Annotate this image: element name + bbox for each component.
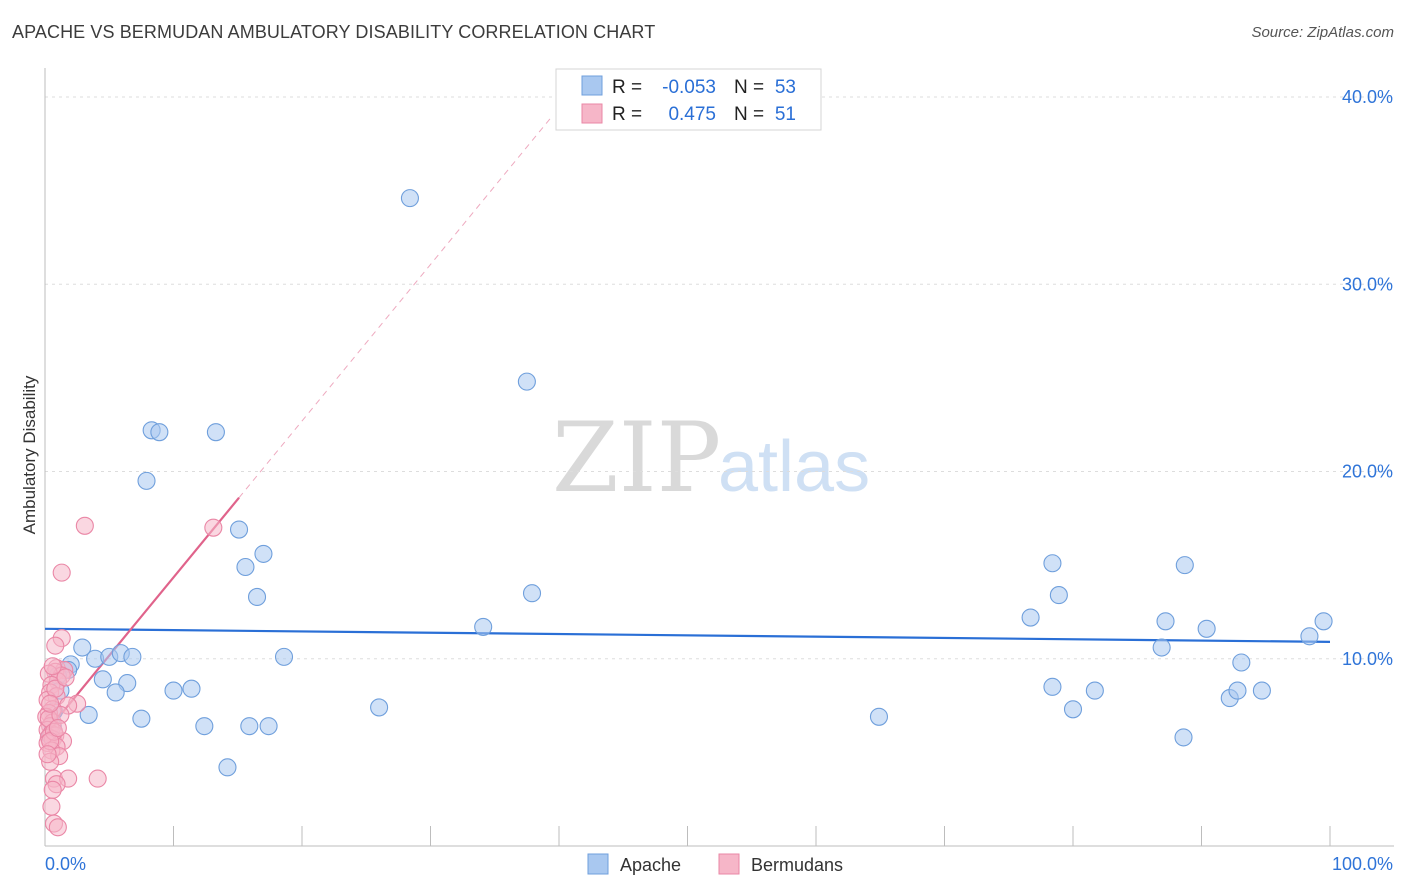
bermudans-n-label: N = bbox=[734, 104, 764, 125]
apache-point bbox=[259, 717, 278, 736]
apache-n-label: N = bbox=[734, 77, 764, 98]
apache-point bbox=[1197, 619, 1216, 638]
apache-point bbox=[240, 717, 259, 736]
apache-point bbox=[1043, 554, 1062, 573]
apache-point bbox=[1175, 556, 1194, 575]
apache-point bbox=[1174, 728, 1193, 747]
y-tick-label: 10.0% bbox=[1342, 649, 1393, 669]
bermudans-point bbox=[46, 636, 65, 655]
apache-point bbox=[79, 705, 98, 724]
x-tick-label: 0.0% bbox=[45, 854, 86, 874]
apache-point bbox=[137, 471, 156, 490]
legend-apache-label: Apache bbox=[620, 855, 681, 875]
apache-point bbox=[123, 647, 142, 666]
apache-point bbox=[274, 647, 294, 666]
apache-point bbox=[150, 423, 169, 442]
bermudans-point bbox=[75, 516, 94, 535]
apache-point bbox=[247, 587, 267, 607]
y-tick-label: 40.0% bbox=[1342, 87, 1393, 107]
apache-point bbox=[1049, 586, 1068, 605]
apache-point bbox=[1252, 681, 1271, 700]
bermudans-n-value: 51 bbox=[775, 104, 796, 125]
legend-apache-swatch bbox=[587, 853, 609, 875]
bermudans-point bbox=[52, 563, 71, 582]
apache-point bbox=[517, 372, 536, 391]
watermark-zip: ZIP bbox=[552, 402, 721, 514]
y-axis-label: Ambulatory Disability bbox=[20, 375, 39, 534]
apache-n-value: 53 bbox=[775, 77, 796, 98]
bermudans-point bbox=[88, 769, 107, 788]
apache-r-label: R = bbox=[612, 77, 642, 98]
bermudans-r-label: R = bbox=[612, 104, 642, 125]
trend-lines bbox=[44, 115, 1331, 735]
apache-point bbox=[1152, 638, 1171, 657]
bermudans-point bbox=[41, 694, 60, 713]
x-tick-label: 100.0% bbox=[1332, 854, 1393, 874]
apache-point bbox=[400, 189, 419, 208]
apache-point bbox=[1021, 608, 1040, 627]
apache-trend-line bbox=[44, 627, 1331, 643]
apache-point bbox=[182, 679, 201, 698]
apache-point bbox=[1228, 681, 1247, 700]
source-attribution: Source: ZipAtlas.com bbox=[1251, 24, 1394, 41]
bermudans-point bbox=[204, 518, 223, 537]
apache-point bbox=[73, 638, 92, 657]
bermudans-trend-line bbox=[44, 497, 240, 735]
stats-box: R = -0.053 N = 53 R = 0.475 N = 51 bbox=[555, 68, 822, 131]
apache-point bbox=[206, 423, 225, 442]
apache-r-value: -0.053 bbox=[662, 77, 716, 98]
apache-point bbox=[370, 698, 389, 717]
y-tick-label: 30.0% bbox=[1342, 274, 1393, 294]
bermudans-point bbox=[43, 657, 62, 676]
apache-point bbox=[195, 717, 214, 736]
chart-title: APACHE VS BERMUDAN AMBULATORY DISABILITY… bbox=[12, 22, 656, 42]
apache-point bbox=[1063, 700, 1083, 719]
apache-point bbox=[254, 544, 273, 563]
apache-point bbox=[522, 584, 542, 603]
bermudans-r-value: 0.475 bbox=[668, 104, 716, 125]
bermudans-point bbox=[42, 797, 61, 816]
legend-bermudans-label: Bermudans bbox=[751, 855, 843, 875]
watermark-atlas: atlas bbox=[718, 427, 870, 507]
apache-point bbox=[1043, 677, 1062, 696]
data-points bbox=[37, 189, 1333, 837]
apache-point bbox=[218, 758, 237, 777]
apache-point bbox=[236, 557, 255, 577]
apache-stat-swatch bbox=[581, 75, 603, 96]
apache-point bbox=[229, 520, 249, 539]
apache-point bbox=[869, 707, 889, 726]
apache-point bbox=[1156, 612, 1175, 631]
apache-point bbox=[164, 681, 183, 700]
apache-point bbox=[106, 683, 125, 702]
bermudans-point bbox=[56, 668, 75, 687]
legend-bermudans-swatch bbox=[718, 853, 740, 875]
y-tick-label: 20.0% bbox=[1342, 462, 1393, 482]
bermudans-stat-swatch bbox=[581, 103, 603, 124]
apache-point bbox=[474, 617, 493, 636]
legend: Apache Bermudans bbox=[587, 853, 843, 875]
bermudans-point bbox=[43, 780, 62, 799]
bermudans-point bbox=[38, 745, 57, 764]
apache-point bbox=[1300, 627, 1319, 646]
apache-point bbox=[132, 709, 151, 728]
bermudans-point bbox=[48, 818, 67, 837]
apache-point bbox=[1232, 653, 1251, 672]
bermudans-point bbox=[48, 718, 67, 738]
apache-point bbox=[1314, 612, 1333, 631]
apache-point bbox=[93, 670, 112, 689]
apache-point bbox=[1085, 681, 1104, 700]
bermudans-trend-extension bbox=[238, 115, 553, 499]
